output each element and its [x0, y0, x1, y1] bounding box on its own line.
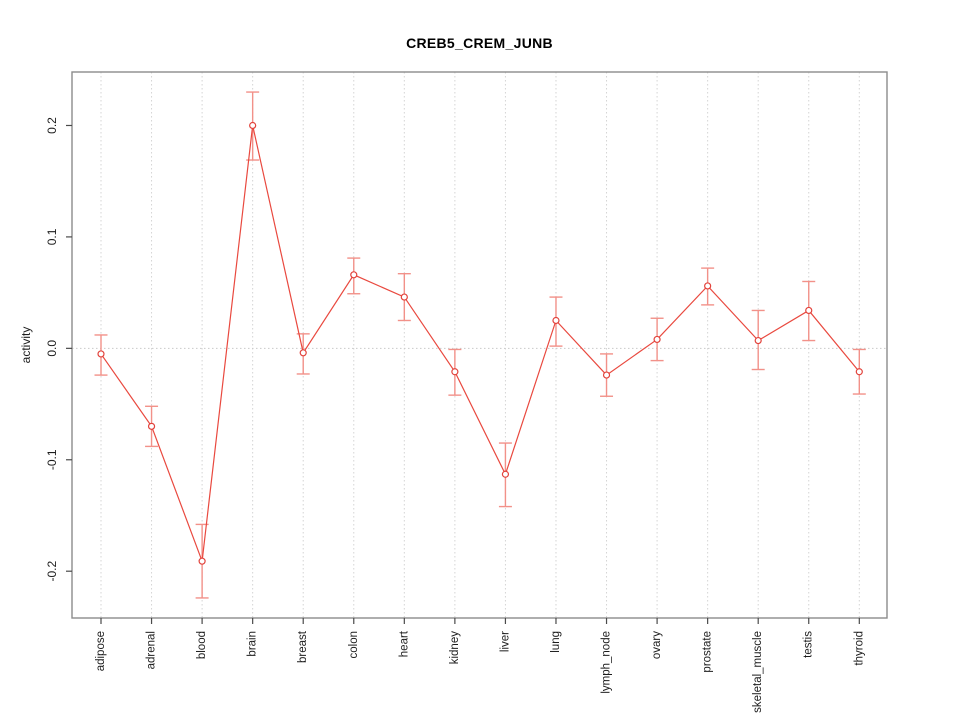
chart-title: CREB5_CREM_JUNB — [406, 35, 553, 51]
x-tick-label: kidney — [449, 631, 461, 664]
data-point-marker — [704, 282, 712, 290]
data-point-marker — [97, 350, 105, 358]
data-point-marker — [855, 368, 863, 376]
x-tick-label: breast — [297, 630, 309, 663]
x-tick-label: heart — [398, 630, 410, 657]
series-line — [100, 125, 860, 562]
plot-border — [71, 71, 888, 619]
x-tick-label: liver — [499, 631, 511, 652]
x-tick-label: adipose — [95, 631, 107, 671]
data-point-marker — [249, 121, 257, 130]
data-point-marker — [754, 336, 762, 345]
data-point-marker — [198, 557, 206, 565]
data-point-marker — [400, 293, 408, 301]
data-point-marker — [299, 349, 307, 357]
x-tick-label: blood — [196, 631, 208, 659]
x-tick-label: skeletal_muscle — [752, 631, 764, 713]
y-tick-label: 0.0 — [45, 340, 59, 357]
data-point-marker — [147, 422, 156, 430]
x-tick-label: thyroid — [853, 631, 865, 666]
data-point-marker — [653, 335, 661, 344]
x-tick-label: adrenal — [146, 631, 158, 669]
data-point-marker — [451, 368, 459, 376]
data-point-marker — [501, 470, 510, 478]
y-tick-label: 0.2 — [45, 117, 59, 134]
data-point-marker — [350, 271, 358, 279]
data-point-marker — [602, 371, 611, 379]
y-tick-label: -0.1 — [45, 449, 59, 470]
data-point-marker — [805, 306, 813, 315]
y-tick-label: 0.1 — [45, 228, 59, 245]
x-tick-label: colon — [348, 631, 360, 659]
x-tick-label: brain — [247, 631, 259, 657]
y-tick-label: -0.2 — [45, 561, 59, 582]
data-point-marker — [552, 316, 560, 325]
x-tick-label: prostate — [702, 631, 714, 673]
x-tick-label: lymph_node — [601, 631, 613, 694]
x-tick-label: ovary — [651, 631, 663, 659]
x-tick-label: testis — [803, 631, 815, 658]
y-axis-label: activity — [19, 326, 33, 364]
x-tick-label: lung — [550, 631, 562, 653]
